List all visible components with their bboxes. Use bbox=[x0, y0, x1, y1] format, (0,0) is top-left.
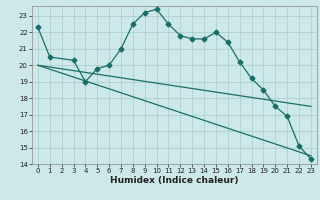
X-axis label: Humidex (Indice chaleur): Humidex (Indice chaleur) bbox=[110, 176, 239, 185]
